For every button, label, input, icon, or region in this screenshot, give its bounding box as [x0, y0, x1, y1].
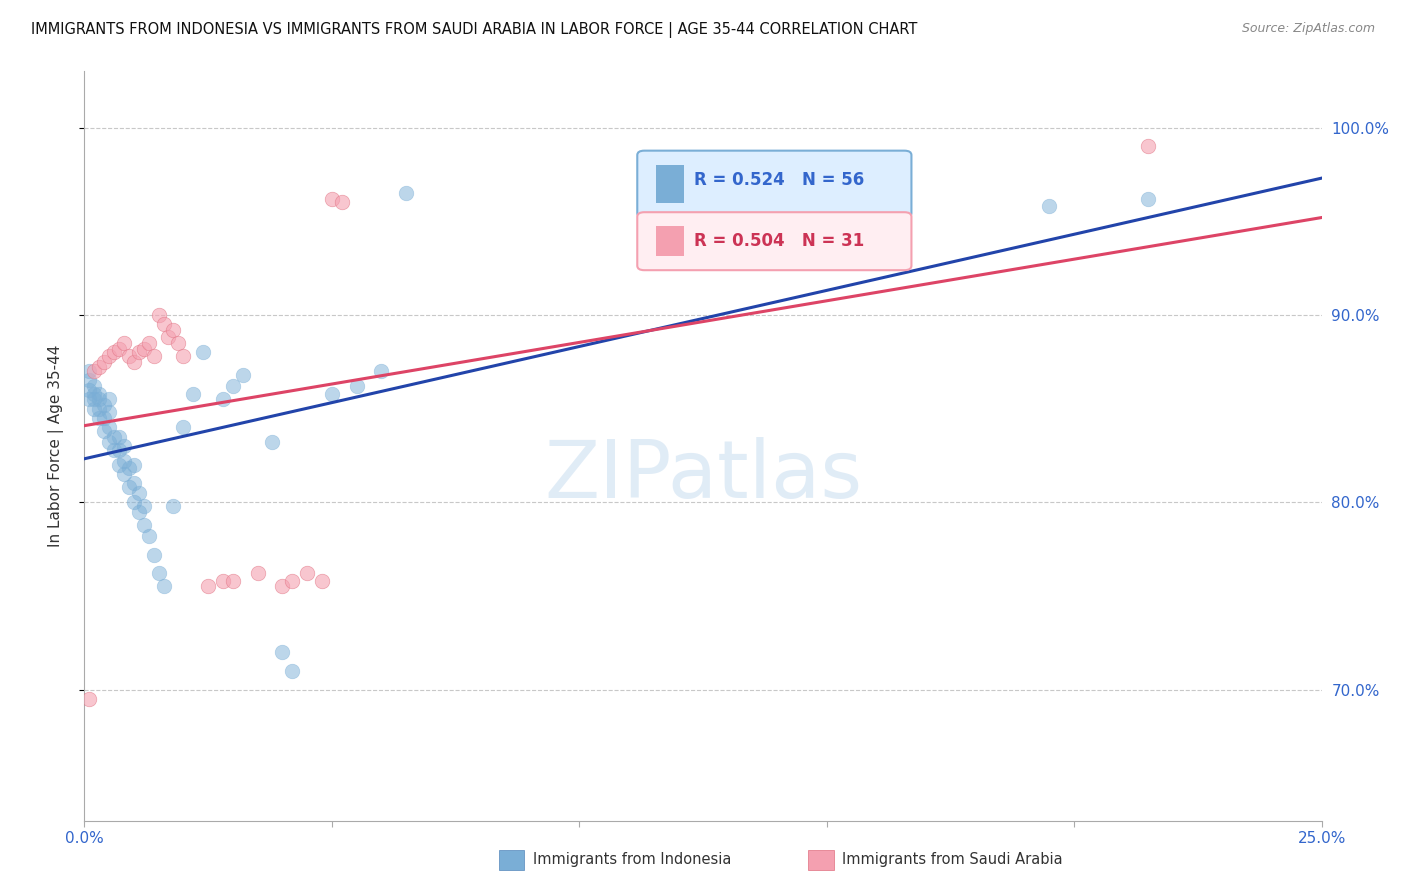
Text: Immigrants from Indonesia: Immigrants from Indonesia — [533, 853, 731, 867]
Point — [93, 424, 115, 438]
Point — [89, 411, 111, 425]
Text: IMMIGRANTS FROM INDONESIA VS IMMIGRANTS FROM SAUDI ARABIA IN LABOR FORCE | AGE 3: IMMIGRANTS FROM INDONESIA VS IMMIGRANTS … — [31, 22, 917, 38]
Point — [191, 345, 214, 359]
Point — [118, 349, 141, 363]
Point — [152, 318, 174, 332]
Point — [142, 349, 165, 363]
Point — [108, 342, 131, 356]
Point — [128, 486, 150, 500]
Text: ZIPatlas: ZIPatlas — [544, 437, 862, 515]
Point — [89, 392, 111, 407]
Point — [311, 574, 333, 588]
Point — [212, 392, 235, 407]
Point — [395, 186, 418, 201]
Point — [172, 420, 194, 434]
Point — [222, 379, 245, 393]
Point — [112, 467, 135, 482]
Y-axis label: In Labor Force | Age 35-44: In Labor Force | Age 35-44 — [48, 345, 63, 547]
Point — [103, 442, 125, 457]
Point — [222, 574, 245, 588]
Point — [148, 308, 170, 322]
Point — [89, 401, 111, 416]
Point — [83, 379, 105, 393]
Point — [132, 342, 155, 356]
Point — [232, 368, 254, 382]
Point — [181, 386, 204, 401]
Point — [262, 435, 284, 450]
Point — [152, 580, 174, 594]
Point — [162, 499, 184, 513]
Point — [83, 392, 105, 407]
Point — [98, 420, 121, 434]
Point — [167, 336, 190, 351]
Point — [79, 374, 101, 388]
Point — [79, 392, 101, 407]
Point — [83, 386, 105, 401]
Point — [83, 364, 105, 378]
Point — [330, 195, 353, 210]
Point — [321, 192, 343, 206]
Point — [122, 458, 145, 472]
Point — [93, 398, 115, 412]
Point — [112, 454, 135, 468]
Point — [246, 566, 269, 581]
Point — [1137, 139, 1160, 153]
Point — [103, 430, 125, 444]
Point — [93, 355, 115, 369]
Point — [1038, 199, 1060, 213]
Point — [281, 664, 304, 678]
Point — [128, 505, 150, 519]
Point — [157, 330, 180, 344]
Point — [103, 345, 125, 359]
Point — [212, 574, 235, 588]
Text: R = 0.524   N = 56: R = 0.524 N = 56 — [693, 170, 863, 188]
Point — [346, 379, 368, 393]
Point — [295, 566, 318, 581]
Point — [108, 430, 131, 444]
Point — [142, 548, 165, 562]
Text: R = 0.504   N = 31: R = 0.504 N = 31 — [693, 232, 863, 250]
Point — [122, 355, 145, 369]
Point — [108, 458, 131, 472]
Point — [98, 435, 121, 450]
Point — [112, 439, 135, 453]
Point — [1137, 192, 1160, 206]
Point — [321, 386, 343, 401]
Point — [197, 580, 219, 594]
Point — [89, 386, 111, 401]
Point — [128, 345, 150, 359]
Point — [98, 349, 121, 363]
Point — [79, 692, 101, 706]
Point — [79, 383, 101, 397]
Point — [370, 364, 392, 378]
Point — [122, 495, 145, 509]
Point — [79, 364, 101, 378]
Point — [112, 336, 135, 351]
Point — [132, 517, 155, 532]
Point — [118, 480, 141, 494]
Point — [281, 574, 304, 588]
Point — [138, 529, 160, 543]
Point — [138, 336, 160, 351]
Point — [162, 323, 184, 337]
Text: Source: ZipAtlas.com: Source: ZipAtlas.com — [1241, 22, 1375, 36]
Point — [122, 476, 145, 491]
Point — [172, 349, 194, 363]
Point — [98, 392, 121, 407]
Point — [118, 461, 141, 475]
Point — [132, 499, 155, 513]
Point — [98, 405, 121, 419]
Point — [148, 566, 170, 581]
Point — [271, 580, 294, 594]
Point — [108, 442, 131, 457]
Point — [271, 645, 294, 659]
Text: Immigrants from Saudi Arabia: Immigrants from Saudi Arabia — [842, 853, 1063, 867]
Point — [89, 360, 111, 375]
Point — [83, 401, 105, 416]
Point — [93, 411, 115, 425]
